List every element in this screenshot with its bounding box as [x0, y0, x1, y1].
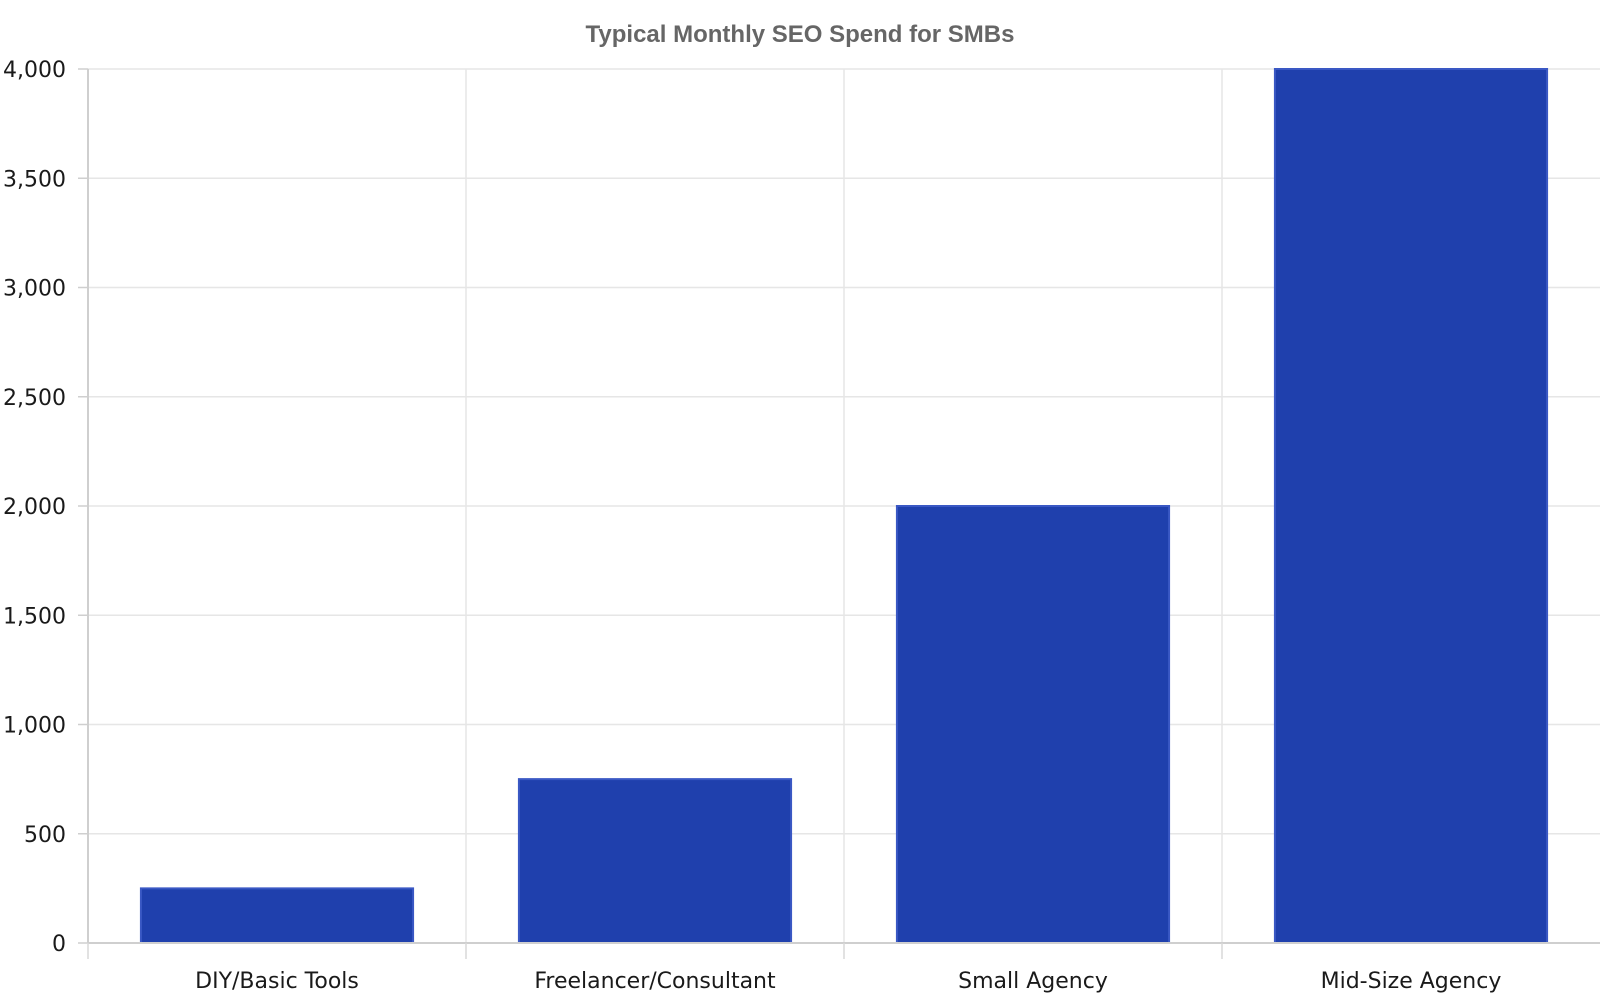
x-tick-label: Small Agency: [958, 969, 1108, 994]
y-tick-label: 2,000: [3, 495, 66, 520]
y-tick-label: 3,500: [3, 167, 66, 192]
y-axis-ticks: 0 500 1,000 1,500 2,000 2,500 3,000 3,500 4,000: [3, 58, 88, 957]
bar[interactable]: [517, 778, 793, 944]
bar[interactable]: [139, 887, 415, 944]
y-tick-label: 3,000: [3, 277, 66, 302]
y-tick-label: 500: [24, 823, 66, 848]
chart-title: Typical Monthly SEO Spend for SMBs: [586, 21, 1015, 48]
x-tick-label: DIY/Basic Tools: [195, 969, 359, 994]
y-tick-label: 4,000: [3, 58, 66, 83]
y-tick-label: 1,500: [3, 604, 66, 629]
x-axis-ticks: DIY/Basic Tools Freelancer/Consultant Smal…: [87, 943, 1502, 994]
bar[interactable]: [895, 505, 1171, 944]
gridlines: [88, 68, 1600, 943]
x-tick-label: Mid-Size Agency: [1321, 969, 1502, 994]
y-tick-label: 1,000: [3, 714, 66, 739]
bars: [139, 68, 1549, 944]
y-tick-label: 0: [52, 932, 66, 957]
y-tick-label: 2,500: [3, 386, 66, 411]
bar[interactable]: [1273, 68, 1549, 944]
x-tick-label: Freelancer/Consultant: [534, 969, 776, 994]
